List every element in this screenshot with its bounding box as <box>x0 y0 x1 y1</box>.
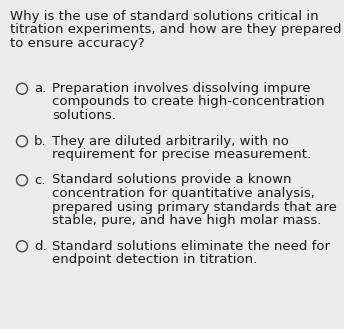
Text: Preparation involves dissolving impure: Preparation involves dissolving impure <box>52 82 311 95</box>
Text: requirement for precise measurement.: requirement for precise measurement. <box>52 148 311 161</box>
Text: b.: b. <box>34 135 47 148</box>
Text: endpoint detection in titration.: endpoint detection in titration. <box>52 253 257 266</box>
Text: stable, pure, and have high molar mass.: stable, pure, and have high molar mass. <box>52 214 321 227</box>
Text: Why is the use of standard solutions critical in: Why is the use of standard solutions cri… <box>10 10 319 23</box>
Text: concentration for quantitative analysis,: concentration for quantitative analysis, <box>52 187 315 200</box>
Text: solutions.: solutions. <box>52 109 116 122</box>
Text: to ensure accuracy?: to ensure accuracy? <box>10 37 144 50</box>
Text: a.: a. <box>34 82 46 95</box>
Text: titration experiments, and how are they prepared: titration experiments, and how are they … <box>10 23 342 37</box>
Text: prepared using primary standards that are: prepared using primary standards that ar… <box>52 200 337 214</box>
Text: They are diluted arbitrarily, with no: They are diluted arbitrarily, with no <box>52 135 289 147</box>
Text: d.: d. <box>34 240 47 253</box>
Text: Standard solutions provide a known: Standard solutions provide a known <box>52 173 291 187</box>
Text: c.: c. <box>34 174 45 187</box>
Text: Standard solutions eliminate the need for: Standard solutions eliminate the need fo… <box>52 240 330 252</box>
Text: compounds to create high-concentration: compounds to create high-concentration <box>52 95 325 109</box>
